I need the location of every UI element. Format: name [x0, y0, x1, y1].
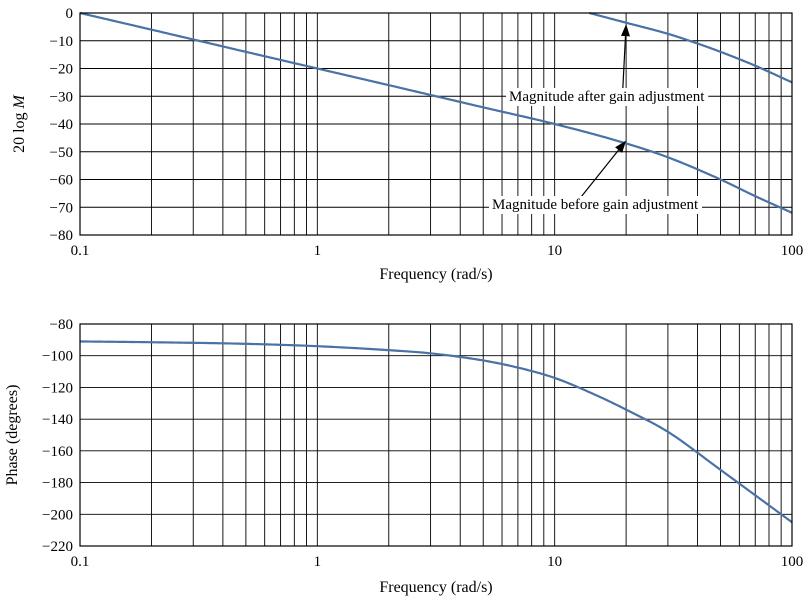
phase-curve-1 — [79, 340, 793, 524]
magnitude-y-tick-labels: 0 −10 −20 −30 −40 −50 −60 −70 −80 — [50, 6, 73, 244]
magnitude-y-tick-label: −10 — [50, 34, 73, 50]
phase-grid — [80, 324, 792, 546]
phase-y-axis-label: Phase (degrees) — [4, 385, 21, 486]
magnitude-y-tick-label: 0 — [66, 6, 74, 22]
phase-y-tick-label: −140 — [42, 412, 73, 428]
phase-x-tick-label: 1 — [314, 554, 322, 570]
phase-y-tick-label: −160 — [42, 444, 73, 460]
phase-x-tick-label: 0.1 — [71, 554, 90, 570]
magnitude-y-tick-label: −40 — [50, 117, 73, 133]
phase-y-tick-label: −220 — [42, 539, 73, 555]
magnitude-x-axis-label: Frequency (rad/s) — [379, 266, 492, 283]
annotation-before-background — [489, 196, 703, 214]
magnitude-y-axis-label: 20 log M — [11, 93, 28, 152]
phase-curves — [79, 340, 793, 524]
phase-x-tick-labels: 0.1 1 10 100 — [71, 554, 804, 570]
phase-plot: −80 −100 −120 −140 −160 −180 −200 −220 0.1 1 10 10… — [4, 317, 803, 596]
annotation-before-arrow — [580, 149, 620, 198]
annotation-before-arrowhead — [615, 140, 627, 153]
magnitude-curve-2 — [589, 11, 793, 84]
phase-y-tick-label: −100 — [42, 349, 73, 365]
phase-x-tick-label: 10 — [547, 554, 562, 570]
magnitude-x-tick-label: 0.1 — [71, 243, 90, 259]
phase-y-tick-label: −200 — [42, 507, 73, 523]
phase-y-tick-labels: −80 −100 −120 −140 −160 −180 −200 −220 — [42, 317, 73, 555]
magnitude-x-tick-label: 100 — [781, 243, 804, 259]
magnitude-plot-frame — [79, 12, 793, 236]
magnitude-y-tick-label: −60 — [50, 173, 73, 189]
magnitude-x-tick-labels: 0.1 1 10 100 — [71, 243, 804, 259]
phase-y-tick-label: −180 — [42, 476, 73, 492]
phase-y-tick-label: −120 — [42, 380, 73, 396]
annotation-after-arrowhead — [621, 24, 630, 37]
phase-plot-frame — [79, 323, 793, 547]
magnitude-y-tick-label: −20 — [50, 62, 73, 78]
phase-x-axis-label: Frequency (rad/s) — [379, 579, 492, 596]
magnitude-y-tick-label: −70 — [50, 200, 73, 216]
magnitude-x-tick-label: 1 — [314, 243, 322, 259]
magnitude-annotations: Magnitude after gain adjustment Magnitud… — [489, 24, 709, 214]
annotation-before-label: Magnitude before gain adjustment — [492, 197, 699, 213]
magnitude-curve-1 — [79, 11, 793, 214]
magnitude-curves — [79, 11, 793, 214]
annotation-after-background — [506, 88, 709, 106]
annotation-after-arrow — [622, 36, 627, 90]
annotation-after-label: Magnitude after gain adjustment — [509, 89, 705, 105]
magnitude-y-tick-label: −30 — [50, 89, 73, 105]
magnitude-y-tick-label: −80 — [50, 228, 73, 244]
phase-y-tick-label: −80 — [50, 317, 73, 333]
magnitude-plot: Magnitude after gain adjustment Magnitud… — [11, 6, 803, 283]
magnitude-x-tick-label: 10 — [547, 243, 562, 259]
magnitude-y-tick-label: −50 — [50, 145, 73, 161]
phase-x-tick-label: 100 — [781, 554, 804, 570]
